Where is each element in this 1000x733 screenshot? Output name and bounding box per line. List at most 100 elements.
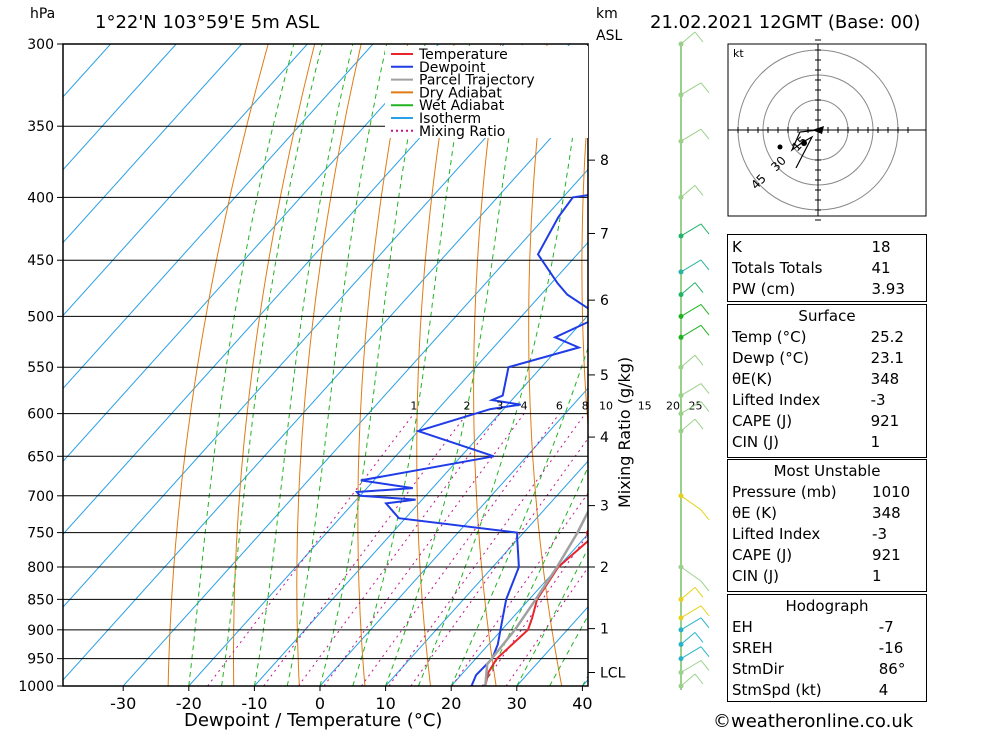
wind-barb-staff — [680, 418, 696, 432]
most-unstable-box: Most Unstable Pressure (mb) 1010 θE (K) 34… — [727, 459, 927, 592]
mixing-ratio-line — [505, 566, 588, 686]
index-row: Totals Totals 41 — [728, 258, 926, 279]
surface-title: Surface — [798, 307, 856, 325]
pressure-tick-label: 1000 — [18, 679, 54, 695]
index-label: SREH — [732, 639, 773, 657]
plot-frame — [62, 43, 589, 687]
height-tick-label: 2 — [600, 560, 609, 576]
wind-barb-staff — [680, 354, 696, 368]
index-row: θE (K) 348 — [728, 503, 926, 524]
wet-adiabat-line — [286, 44, 388, 686]
wet-adiabat-line — [549, 614, 588, 686]
index-value: 4 — [878, 681, 889, 699]
index-value: -3 — [872, 525, 888, 543]
dry-adiabat-line — [528, 44, 563, 686]
pressure-tick-label: 800 — [27, 560, 54, 576]
wind-barb-staff — [680, 31, 696, 45]
wind-barb-flag — [700, 660, 710, 671]
index-label: Lifted Index — [732, 525, 821, 543]
index-value: 921 — [872, 546, 901, 564]
wind-barb-flag — [694, 354, 704, 366]
x-axis-ticks: -30 -20 -10 0 10 20 30 40 — [110, 686, 593, 713]
isotherm-line — [63, 95, 588, 681]
series-temperature — [484, 529, 588, 686]
pressure-tick-label: 750 — [27, 526, 54, 542]
credit-label: ©weatheronline.co.uk — [713, 711, 914, 732]
wind-barb-flag — [700, 401, 710, 412]
pressure-axis-ticks: 300 350 400 450 500 550 600 650 700 750 800 850 900 9… — [18, 37, 63, 695]
wet-adiabat-line — [253, 44, 354, 686]
height-tick-label: 8 — [600, 153, 609, 169]
mixing-ratio-label: 1 — [410, 400, 417, 413]
index-value: 1 — [870, 433, 881, 451]
height-tick-label: LCL — [600, 665, 626, 681]
mixing-ratio-line — [323, 413, 525, 686]
wind-barb-staff — [680, 660, 702, 673]
pressure-tick-label: 500 — [27, 309, 54, 325]
isotherm-line — [188, 241, 588, 686]
general-indices-table: K 18 Totals Totals 41 PW (cm) 3.93 — [728, 237, 926, 300]
index-label: Dewp (°C) — [732, 349, 810, 367]
isotherm-line — [319, 387, 588, 686]
wind-barb-flag — [700, 223, 710, 235]
wind-barb-flag — [700, 617, 710, 629]
index-row: CIN (J) 1 — [728, 566, 926, 587]
wind-barb-flag — [700, 304, 710, 315]
wind-barb-staff — [680, 383, 702, 396]
isotherm-line — [63, 44, 439, 463]
pressure-tick-label: 650 — [27, 449, 54, 465]
index-label: Totals Totals — [732, 259, 823, 277]
wet-adiabat-line — [385, 44, 523, 686]
wind-barb-flag — [700, 82, 710, 94]
x-tick-label: 10 — [375, 694, 395, 713]
index-row: PW (cm) 3.93 — [728, 279, 926, 300]
index-row: Temp (°C) 25.2 — [728, 327, 926, 348]
wind-barb-flag — [700, 383, 710, 394]
x-tick-label: 40 — [572, 694, 592, 713]
wind-barb-staff — [680, 617, 702, 631]
wind-barb-staff — [680, 401, 702, 415]
mixing-ratio-labels: 1 2 3 4 6 8 10 15 20 25 — [410, 400, 702, 413]
index-row: K 18 — [728, 237, 926, 258]
pressure-tick-label: 350 — [27, 119, 54, 135]
index-label: EH — [732, 618, 753, 636]
dry-adiabat-line — [966, 44, 1000, 686]
index-label: θE (K) — [732, 504, 777, 522]
mixing-ratio-label: 6 — [556, 400, 563, 413]
dry-adiabat-line — [919, 44, 1000, 686]
index-value: 921 — [870, 412, 900, 430]
wind-barb-flag — [694, 31, 704, 43]
index-label: K — [732, 238, 742, 256]
most-unstable-title: Most Unstable — [773, 462, 881, 480]
index-value: 3.93 — [871, 280, 905, 298]
index-row: Lifted Index -3 — [728, 524, 926, 545]
general-indices-box: K 18 Totals Totals 41 PW (cm) 3.93 — [727, 234, 927, 302]
index-row: StmSpd (kt) 4 — [728, 680, 926, 701]
legend-label: Dry Adiabat — [419, 85, 502, 101]
mixing-ratio-label: 10 — [599, 400, 613, 413]
index-value: 348 — [870, 370, 900, 388]
index-label: Lifted Index — [732, 391, 821, 409]
most-unstable-table: Pressure (mb) 1010 θE (K) 348 Lifted Index… — [728, 482, 926, 587]
hodograph-params-box: Hodograph EH -7 SREH -16 StmDir 86° StmSpd … — [727, 594, 927, 702]
index-value: -16 — [878, 639, 904, 657]
isotherm-line — [63, 44, 177, 171]
index-label: CAPE (J) — [732, 546, 793, 564]
mixing-ratio-label: 4 — [521, 400, 528, 413]
pressure-tick-label: 550 — [27, 360, 54, 376]
index-value: -7 — [878, 618, 894, 636]
pressure-tick-label: 600 — [27, 407, 54, 423]
x-tick-label: -30 — [110, 694, 136, 713]
wind-barb-staff — [680, 223, 702, 237]
index-label: PW (cm) — [732, 280, 796, 298]
index-label: θE(K) — [732, 370, 773, 388]
pressure-tick-label: 950 — [27, 652, 54, 668]
wind-barb-staff — [680, 303, 702, 317]
dry-adiabat-line — [416, 44, 455, 686]
wind-barb-flag — [700, 128, 710, 140]
hodograph-unit-label: kt — [733, 47, 744, 60]
isotherm-line — [385, 460, 588, 686]
surface-indices-box: Surface Temp (°C) 25.2 Dewp (°C) 23.1 θE(K… — [727, 304, 927, 458]
mixing-ratio-line — [298, 413, 501, 686]
